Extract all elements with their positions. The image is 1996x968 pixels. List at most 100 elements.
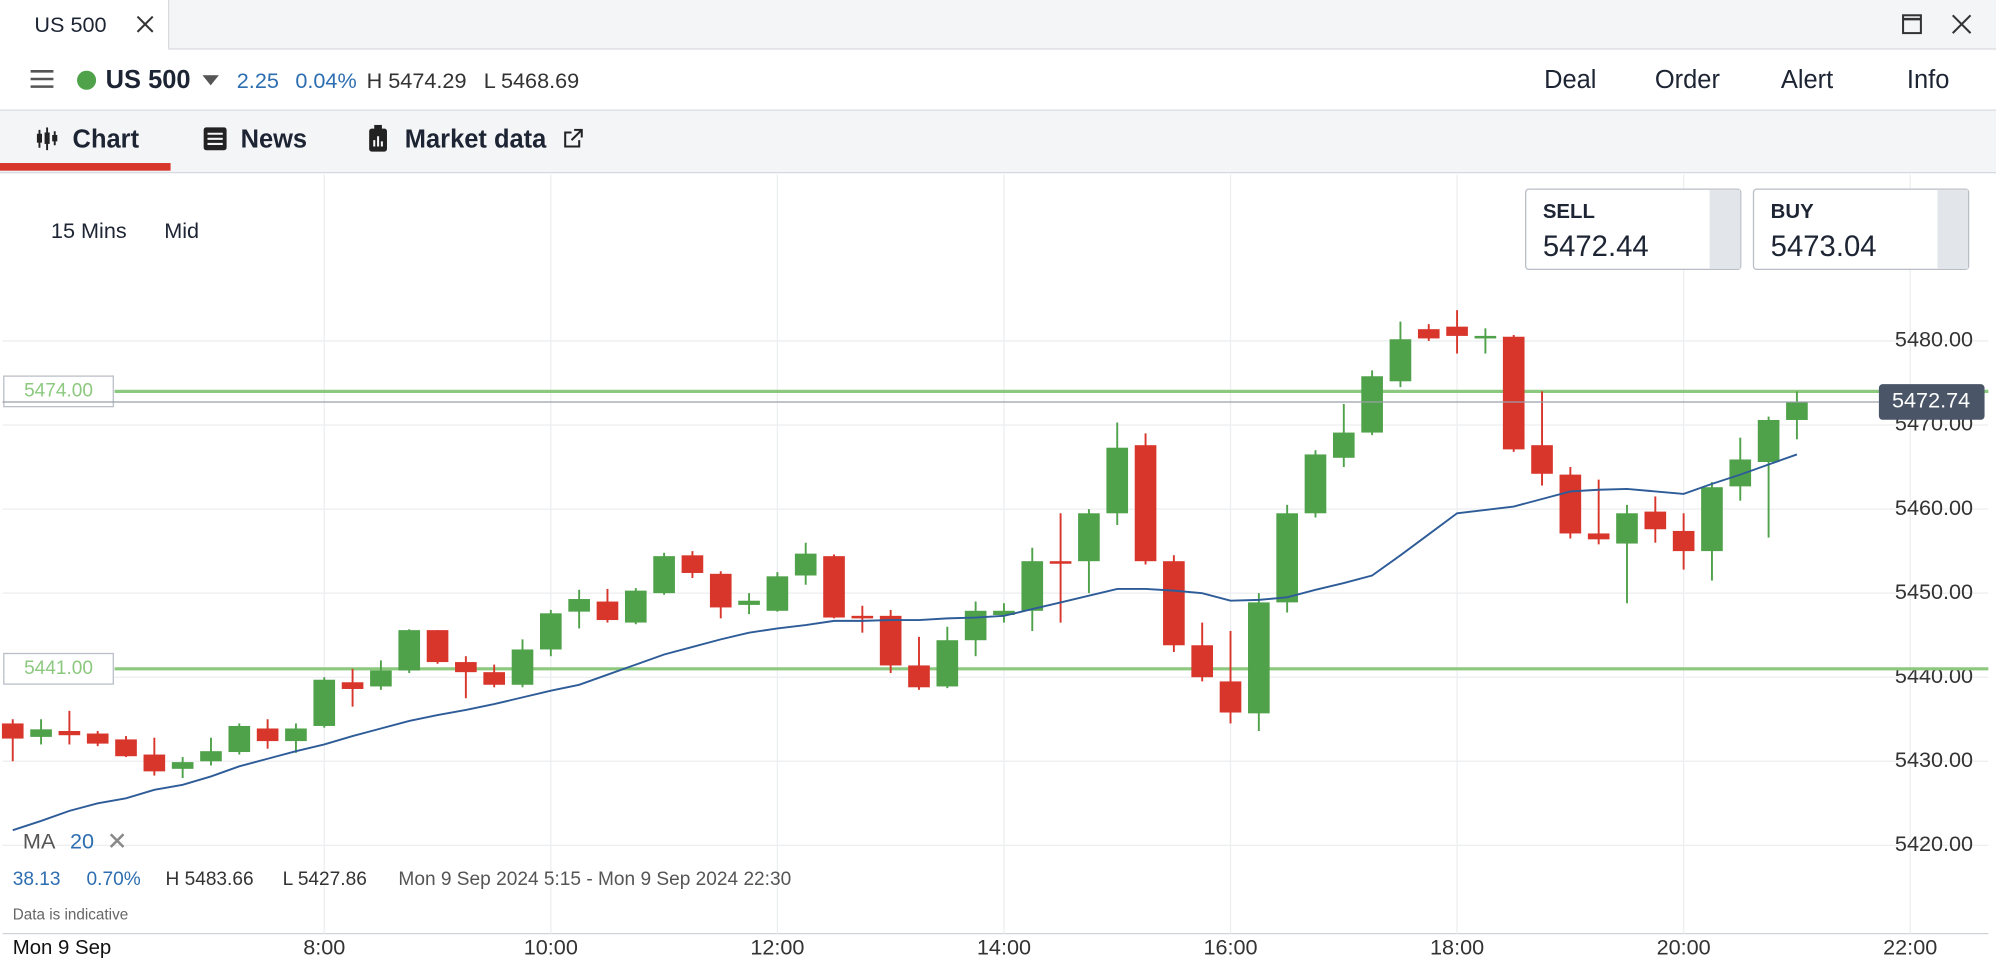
candle-body — [1219, 681, 1242, 713]
day-low: L 5468.69 — [483, 68, 580, 93]
window-tab[interactable]: US 500 — [0, 0, 170, 50]
candle-body — [1163, 561, 1185, 646]
candle-body — [964, 610, 987, 641]
candle-body — [1049, 561, 1072, 564]
candle-body — [341, 682, 364, 689]
buy-label: BUY — [1770, 201, 1814, 223]
candle-body — [511, 649, 534, 685]
news-icon — [203, 127, 227, 151]
candle-body — [624, 590, 647, 623]
candle-body — [256, 728, 279, 742]
level-tag — [3, 652, 114, 685]
price-type-selector[interactable]: Mid — [164, 219, 200, 244]
candle-body — [1134, 445, 1157, 562]
candle-body — [823, 556, 845, 618]
x-tick-label: 18:00 — [1430, 935, 1484, 960]
x-tick-label: 22:00 — [1883, 935, 1937, 960]
period-low: L 5427.86 — [282, 868, 367, 891]
candle-body — [908, 665, 930, 688]
external-link-icon[interactable] — [563, 128, 583, 149]
tab[interactable]: Chart — [72, 126, 140, 155]
chart-icon — [36, 127, 58, 151]
market-name[interactable]: US 500 — [105, 66, 191, 95]
x-tick-label: 14:00 — [977, 935, 1031, 960]
action-button[interactable]: Order — [1654, 66, 1720, 95]
candle-body — [568, 599, 590, 612]
candle-body — [1304, 454, 1327, 514]
x-tick-label: 16:00 — [1203, 935, 1257, 960]
title-bar — [0, 0, 1996, 50]
sell-label: SELL — [1542, 201, 1595, 223]
x-tick-label: 20:00 — [1657, 935, 1711, 960]
quote-strip — [1937, 189, 1968, 269]
active-tab-indicator — [0, 163, 171, 171]
tab[interactable]: Market data — [404, 126, 547, 155]
remove-ma-icon[interactable] — [109, 833, 125, 848]
buy-button[interactable]: BUY 5473.04 — [1752, 188, 1970, 271]
candle-body — [86, 733, 109, 744]
disclaimer: Data is indicative — [12, 905, 129, 924]
candle-body — [1332, 432, 1355, 458]
tab[interactable]: News — [240, 126, 308, 155]
candle-body — [1078, 513, 1100, 562]
candle-body — [1021, 561, 1044, 611]
period-range: Mon 9 Sep 2024 5:15 - Mon 9 Sep 2024 22:… — [398, 868, 792, 891]
candle-body — [1559, 474, 1582, 534]
tab-bar: Chart News Market data — [0, 110, 1996, 174]
candle-body — [200, 751, 222, 762]
x-tick-label: 8:00 — [303, 935, 345, 960]
last-price-label: 5472.74 — [1892, 388, 1970, 413]
quote-strip — [1709, 189, 1741, 269]
action-button[interactable]: Alert — [1780, 66, 1834, 95]
ma-label: MA — [22, 829, 56, 854]
candle-body — [709, 573, 732, 608]
candle-body — [171, 762, 194, 769]
candle-body — [228, 725, 251, 753]
toolbar: US 500 2.25 0.04% H 5474.29 L 5468.69 De… — [0, 49, 1996, 111]
buy-price: 5473.04 — [1770, 229, 1877, 263]
candle-body — [370, 670, 392, 687]
interval-selector[interactable]: 15 Mins — [50, 219, 127, 244]
candle-body — [1587, 533, 1610, 540]
y-tick-label: 5450.00 — [1895, 579, 1973, 604]
candle-body — [1757, 419, 1780, 462]
action-button[interactable]: Deal — [1544, 66, 1597, 95]
candle-body — [936, 640, 959, 687]
last-price-tag — [1878, 384, 1985, 420]
period-change: 38.13 — [12, 868, 61, 891]
dropdown-caret[interactable] — [202, 75, 220, 86]
date-label: Mon 9 Sep — [12, 937, 112, 960]
candle-body — [285, 728, 307, 742]
candle-body — [738, 600, 760, 605]
candle-body — [1502, 336, 1525, 450]
ma-period: 20 — [70, 829, 95, 854]
candle-body — [455, 662, 477, 673]
close-icon[interactable] — [136, 15, 154, 33]
candle-body — [1644, 511, 1667, 530]
candle-body — [1248, 602, 1270, 714]
candle-body — [1106, 447, 1129, 514]
candle-body — [1417, 329, 1440, 339]
action-button[interactable]: Info — [1906, 66, 1950, 95]
tab-title: US 500 — [34, 12, 107, 37]
menu-icon[interactable] — [30, 69, 54, 89]
candle-body — [540, 613, 562, 650]
candle-body — [1389, 339, 1412, 382]
candle-body — [993, 610, 1015, 615]
sell-button[interactable]: SELL 5472.44 — [1525, 188, 1742, 271]
maximize-icon[interactable] — [1902, 14, 1922, 35]
candle-body — [1474, 335, 1497, 339]
y-tick-label: 5420.00 — [1895, 831, 1973, 856]
y-tick-label: 5460.00 — [1895, 495, 1973, 520]
period-high: H 5483.66 — [165, 868, 254, 891]
candle-body — [1531, 445, 1553, 474]
candle-body — [1276, 513, 1298, 603]
level-label: 5441.00 — [24, 658, 93, 679]
candle-body — [1786, 401, 1808, 420]
change: 2.25 — [236, 68, 279, 93]
close-window-icon[interactable] — [1951, 14, 1972, 34]
candle-body — [596, 601, 619, 621]
candle-body — [30, 729, 52, 737]
